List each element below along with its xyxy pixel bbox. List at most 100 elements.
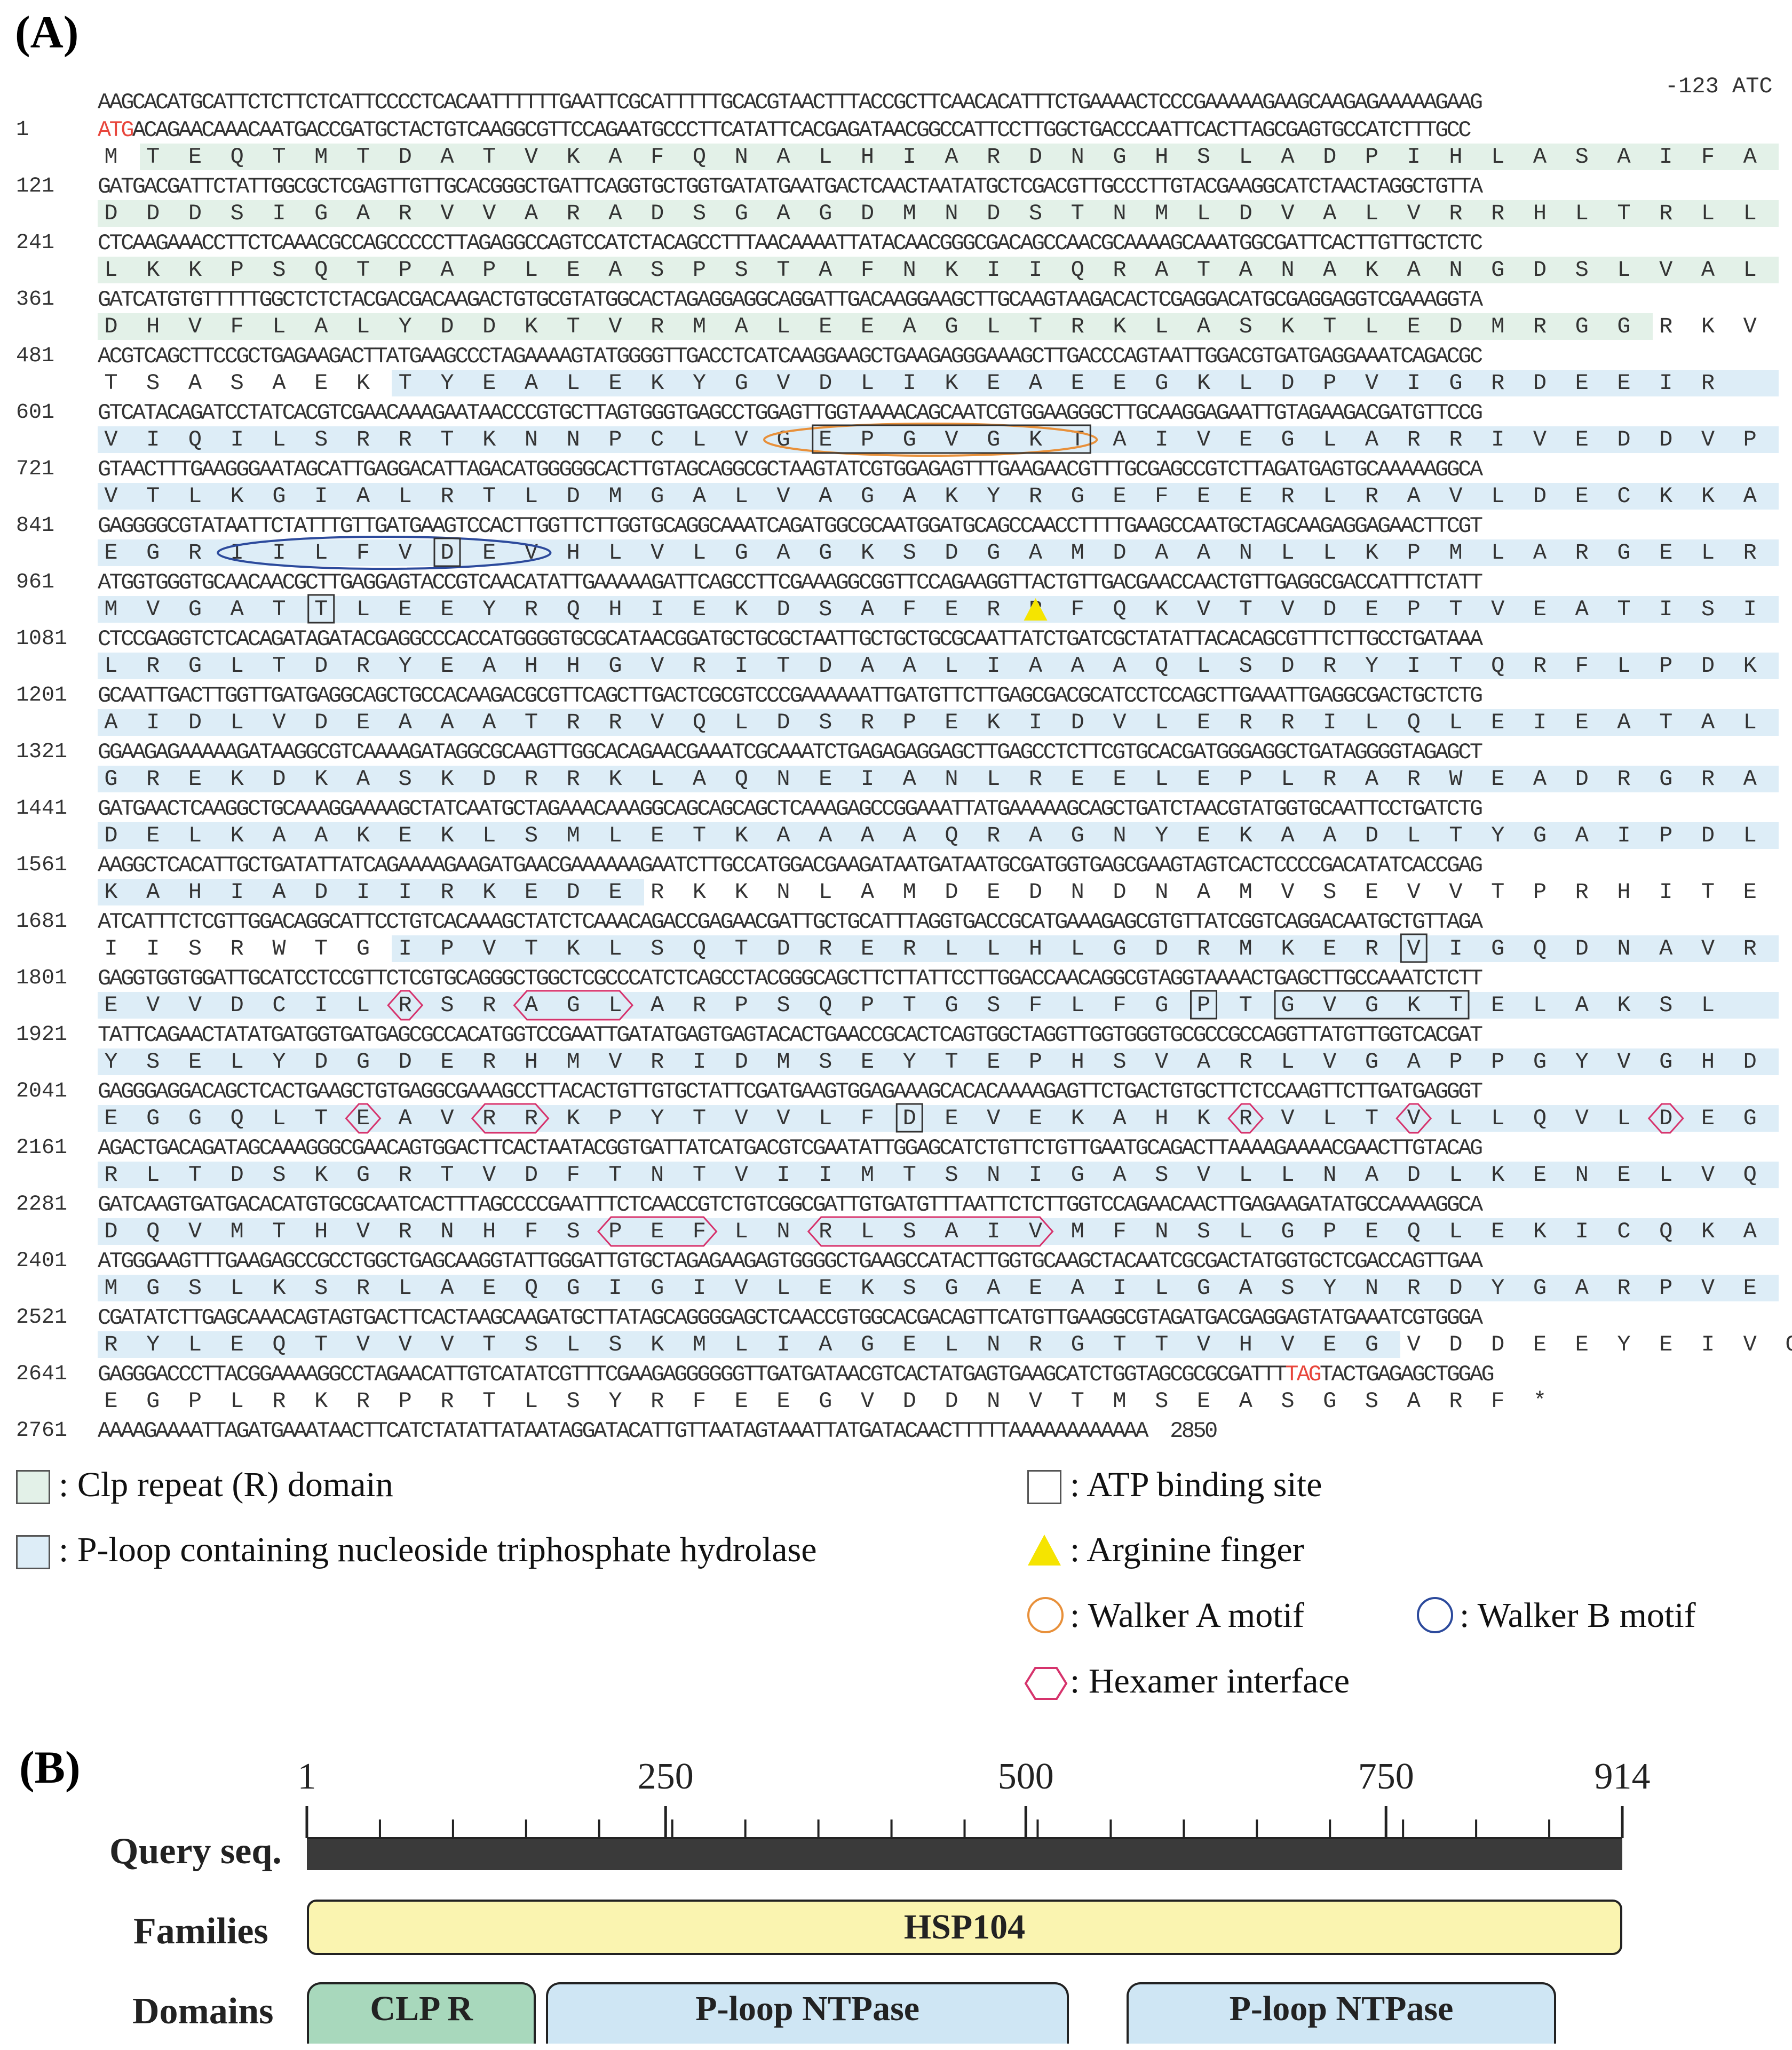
position-number: 1 [16,118,29,142]
tick-label: 500 [997,1756,1054,1797]
hexamer-interface-mark [1647,1103,1684,1134]
dna-row: GAGGGAGGACAGCTCACTGAAGCTGTGAGGCGAAAGCCTT… [98,1079,1483,1105]
family-bar: HSP104 [307,1900,1622,1955]
dna-row: GTCATACAGATCCTATCACGTCGAACAAAGAATAACCCGT… [98,400,1483,426]
position-number: 2281 [16,1193,68,1217]
ploop-highlight [98,992,1779,1019]
dna-row: AGACTGACAGATAGCAAAGGGCGAACAGTGGACTTCACTA… [98,1135,1483,1161]
clp-highlight [98,200,1779,227]
panel-a-label: (A) [15,6,79,58]
ploop-highlight [98,1105,1779,1132]
ploop-highlight [98,1048,1779,1075]
position-number: 2761 [16,1419,68,1443]
dna-row: GGAAGAGAAAAAGATAAGGCGTCAAAAGATAGGCGCAAGT… [98,740,1483,765]
atp-binding-box [307,594,335,624]
p-loop-ntpase-domain: P-loop NTPase [546,1982,1069,2044]
position-number: 1081 [16,627,68,651]
query-seq-label: Query seq. [109,1831,282,1872]
position-number: 841 [16,514,55,538]
panel-b-label: (B) [19,1742,81,1793]
walker-b-motif [217,536,552,570]
position-number: 1921 [16,1023,68,1047]
hex-legend-label: : Hexamer interface [1070,1662,1350,1701]
dna-row: GAGGGACCCTTACGGAAAAGGCCTAGAACATTGTCATATC… [98,1362,1495,1387]
atp-binding-box [895,1103,923,1133]
dna-row: CTCCGAGGTCTCACAGATAGATACGAGGCCCACCATGGGG… [98,626,1483,652]
ploop-highlight [98,1331,1401,1358]
atp-binding-box [433,537,461,567]
ploop-highlight [392,370,1779,396]
dna-row: ATGGTGGGTGCAACAACGCTTGAGGAGTACCGTCAACATA… [98,570,1483,595]
clp-legend-swatch [16,1470,50,1504]
walker-a-motif [763,423,1098,457]
clp-highlight [139,144,1779,170]
upstream-label: -123 ATC [1665,74,1773,99]
dna-row: GATGAACTCAAGGCTGCAAAGGAAAAGCTATCAATGCTAG… [98,796,1483,822]
walker-b-legend-label: : Walker B motif [1460,1596,1696,1635]
position-number: 121 [16,174,55,198]
ploop-highlight [98,426,1779,453]
arginine-finger-legend-icon [1028,1535,1061,1566]
p-loop-ntpase-domain: P-loop NTPase [1127,1982,1556,2044]
dna-row: AAAAGAAAATTAGATGAAATAACTTCATCTATATTATAAT… [98,1418,1218,1444]
hexamer-interface-mark [471,1103,550,1134]
hexamer-interface-mark [387,990,424,1021]
arg-legend-label: : Arginine finger [1070,1530,1304,1569]
ploop-highlight [98,822,1779,849]
position-number: 2521 [16,1306,68,1330]
position-number: 1441 [16,797,68,821]
hexamer-interface-mark [807,1216,1054,1247]
atp-binding-box [812,424,1091,454]
dna-row: GATCATGTGTTTTTGGCTCTCTACGACGACAAGACTGTGC… [98,287,1483,313]
ploop-highlight [98,766,1779,792]
atp-binding-box [1190,990,1217,1020]
ploop-highlight [98,1275,1779,1301]
domains-label: Domains [132,1991,274,2032]
dna-row: GAGGGGCGTATAATTCTATTTGTTGATGAAGTCCACTTGG… [98,513,1483,539]
arginine-finger-mark [1024,598,1048,621]
ploop-legend-label: : P-loop containing nucleoside triphosph… [59,1530,817,1569]
tick-label: 1 [297,1756,316,1797]
position-number: 1681 [16,910,68,934]
position-number: 2161 [16,1136,68,1160]
position-number: 2401 [16,1249,68,1273]
protein-row: MVGATTLEEYRQHIEKDSAFERRFQKVTVDEPTVEATISI [104,597,1757,622]
dna-row: CGATATCTTGAGCAAACAGTAGTGACTTCACTAAGCAAGA… [98,1305,1483,1331]
walker-a-legend-label: : Walker A motif [1070,1596,1304,1635]
clp-highlight [98,313,1653,340]
position-number: 241 [16,231,55,255]
tick-label: 750 [1358,1756,1414,1797]
tick-label: 914 [1594,1756,1651,1797]
walker-b-legend-icon [1417,1597,1453,1633]
atp-binding-box [1274,990,1470,1020]
position-number: 2641 [16,1362,68,1386]
atp-legend-label: : ATP binding site [1070,1465,1322,1504]
dna-row: GATGACGATTCTATTGGCGCTCGAGTTGTTGCACGGGCTG… [98,174,1483,200]
ploop-highlight [98,539,1779,566]
ploop-highlight [392,935,1779,962]
ploop-highlight [98,483,1779,510]
hexamer-legend-icon [1024,1667,1068,1700]
dna-row: ATGGGAAGTTTGAAGAGCCGCCTGGCTGAGCAAGGTATTG… [98,1249,1483,1274]
position-number: 601 [16,401,55,425]
position-number: 361 [16,288,55,312]
atp-legend-swatch [1027,1470,1061,1504]
position-number: 1321 [16,740,68,764]
dna-row: ACGTCAGCTTCCGCTGAGAAGACTTATGAAGCCCTAGAAA… [98,344,1483,369]
ploop-highlight [98,879,644,905]
position-number: 721 [16,457,55,481]
clp-highlight [98,257,1779,283]
dna-row: AAGCACATGCATTCTCTTCTCATTCCCCTCACAATTTTTT… [98,90,1483,115]
ploop-highlight [98,1162,1779,1188]
